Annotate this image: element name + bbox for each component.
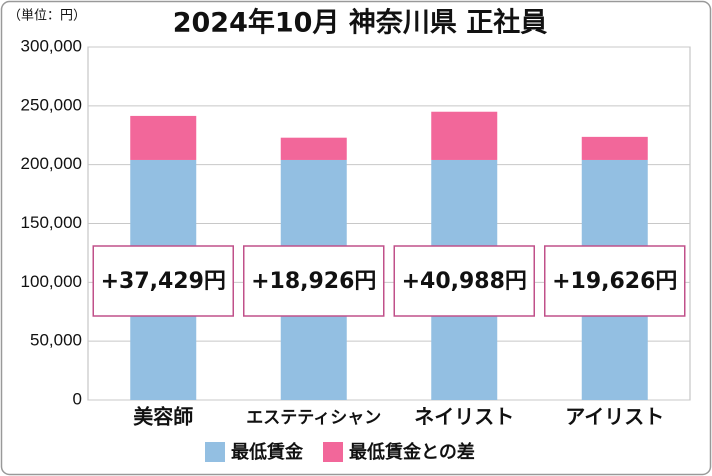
label-box bbox=[243, 245, 385, 317]
label-box bbox=[544, 245, 686, 317]
y-tick-label: 0 bbox=[73, 389, 82, 408]
y-tick-label: 300,000 bbox=[21, 36, 82, 55]
x-tick-label: 美容師 bbox=[133, 405, 193, 429]
y-tick-label: 150,000 bbox=[21, 213, 82, 232]
legend-label: 最低賃金との差 bbox=[349, 441, 475, 463]
legend-swatch bbox=[323, 442, 343, 462]
x-tick-label: エステティシャン bbox=[246, 408, 381, 428]
legend-label: 最低賃金 bbox=[231, 441, 304, 463]
bar-segment bbox=[431, 111, 498, 160]
label-box bbox=[92, 245, 234, 317]
x-tick-label: アイリスト bbox=[565, 405, 664, 429]
data-label: +40,988円 bbox=[402, 269, 527, 294]
data-label: +18,926円 bbox=[251, 269, 376, 294]
y-tick-label: 200,000 bbox=[21, 154, 82, 173]
bar-segment bbox=[130, 115, 197, 160]
y-tick-label: 100,000 bbox=[21, 272, 82, 291]
y-tick-label: 250,000 bbox=[21, 95, 82, 114]
bar-segment bbox=[280, 137, 347, 160]
chart-title: 2024年10月 神奈川県 正社員 bbox=[173, 7, 548, 39]
label-box bbox=[393, 245, 535, 317]
data-label: +37,429円 bbox=[101, 269, 226, 294]
unit-label: （単位：円） bbox=[8, 8, 86, 24]
y-tick-label: 50,000 bbox=[30, 331, 82, 350]
data-label: +19,626円 bbox=[552, 269, 677, 294]
x-tick-label: ネイリスト bbox=[414, 405, 514, 429]
bar-segment bbox=[581, 136, 648, 160]
legend-swatch bbox=[205, 442, 225, 462]
